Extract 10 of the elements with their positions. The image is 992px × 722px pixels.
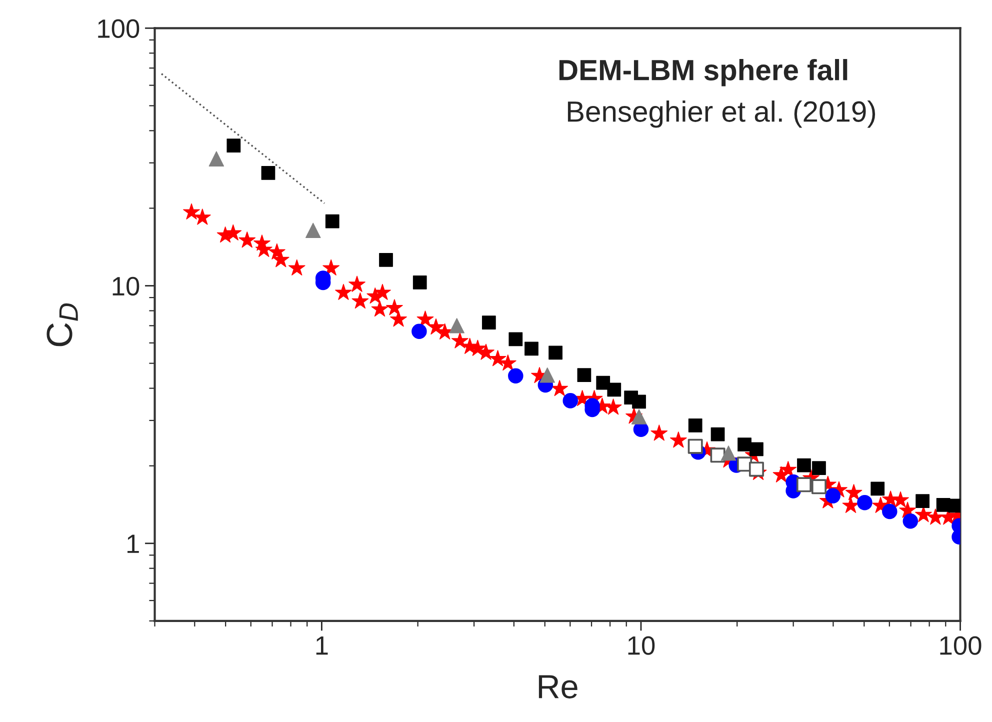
y-tick-label: 1 [128,534,139,553]
x-tick-label: 100 [940,636,982,655]
x-tick-label: 1 [316,636,328,655]
y-tick-label: 100 [98,19,140,38]
annotation: DEM-LBM sphere fall [559,59,848,86]
annotation: Benseghier et al. (2019) [568,100,876,128]
y-tick-label: 10 [112,276,140,296]
y-axis-title: C$_{D}$ [46,303,78,346]
x-axis-title: Re [538,675,578,698]
x-tick-label: 10 [628,636,655,655]
